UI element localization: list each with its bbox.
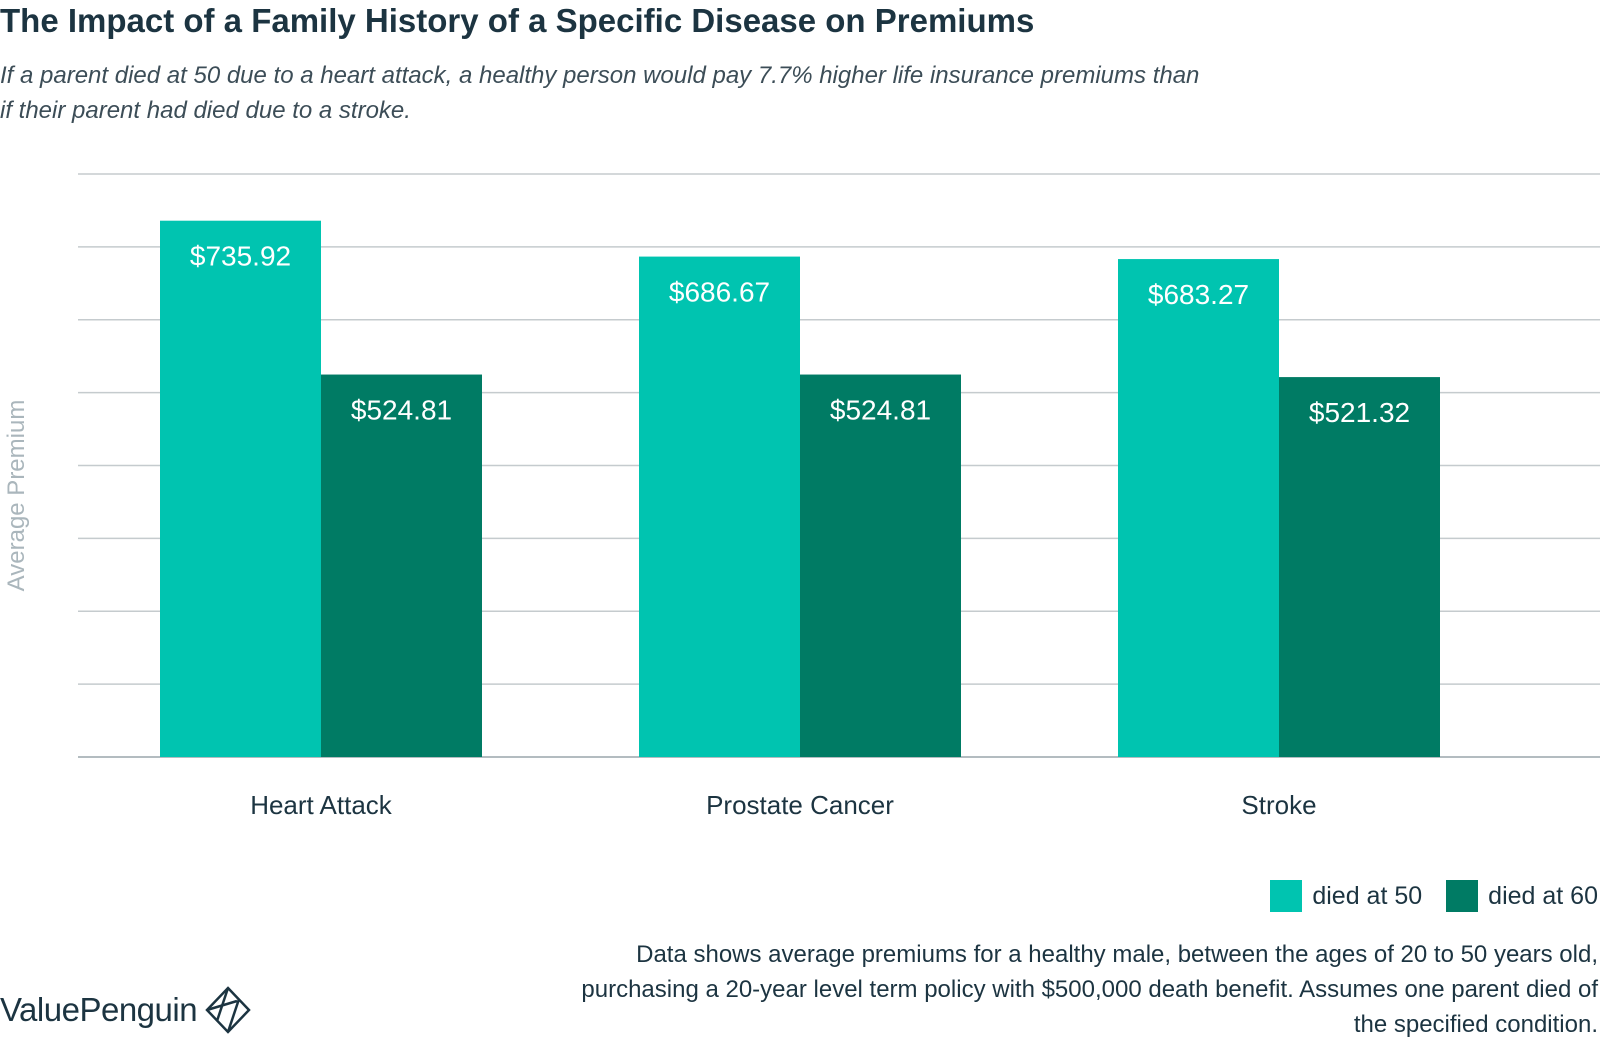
data-footnote: Data shows average premiums for a health…	[581, 941, 1598, 1038]
data-label: $524.81	[830, 395, 931, 426]
chart-legend: died at 50 died at 60	[1246, 880, 1598, 912]
bar-died-at-60	[321, 374, 482, 757]
bar-died-at-60	[800, 374, 961, 757]
data-label: $521.32	[1309, 397, 1410, 428]
legend-swatch-died-at-60	[1446, 880, 1479, 912]
data-label: $524.81	[351, 395, 452, 426]
legend-label-died-at-60: died at 60	[1488, 881, 1598, 910]
bar-died-at-50	[1118, 259, 1279, 757]
bar-died-at-50	[639, 256, 800, 757]
bar-died-at-60	[1279, 377, 1440, 757]
data-label: $683.27	[1148, 279, 1249, 310]
legend-swatch-died-at-50	[1270, 880, 1303, 912]
data-label: $686.67	[669, 277, 770, 308]
chart-subtitle: If a parent died at 50 due to a heart at…	[0, 62, 1200, 124]
x-tick-label: Stroke	[1241, 790, 1316, 820]
data-label: $735.92	[190, 241, 291, 272]
brand-logo: ValuePenguin	[0, 985, 253, 1035]
bar-chart: Average Premium $735.92 $524.81 Heart Attac…	[3, 173, 1600, 820]
chart-title: The Impact of a Family History of a Spec…	[0, 2, 1035, 39]
legend-label-died-at-50: died at 50	[1312, 881, 1423, 910]
x-tick-label: Heart Attack	[250, 790, 393, 820]
x-tick-label: Prostate Cancer	[706, 790, 894, 820]
legend-item-died-at-60: died at 60	[1446, 880, 1598, 912]
bar-died-at-50	[160, 220, 321, 757]
legend-item-died-at-50: died at 50	[1270, 880, 1422, 912]
y-axis-label: Average Premium	[3, 400, 30, 592]
diamond-logo-icon	[205, 986, 251, 1034]
brand-name: ValuePenguin	[0, 991, 198, 1028]
